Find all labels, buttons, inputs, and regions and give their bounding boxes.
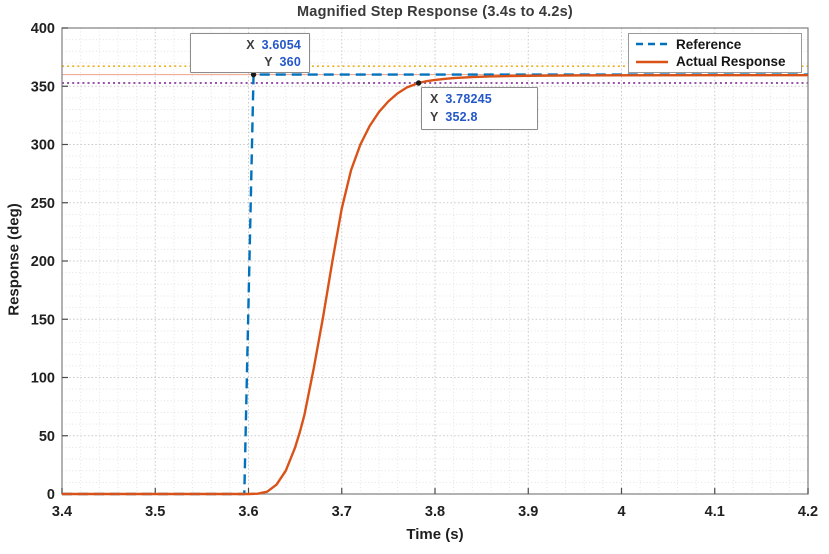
x-tick-label: 3.5 — [145, 504, 165, 520]
x-tick-label: 4.1 — [705, 504, 725, 520]
datatip-x-label: X — [430, 92, 439, 107]
datatip-x-label: X — [246, 38, 255, 52]
y-tick-label: 400 — [31, 21, 55, 37]
y-axis-label: Response (deg) — [5, 203, 23, 316]
datatip-x-value: 3.78245 — [445, 92, 492, 107]
y-tick-label: 200 — [31, 254, 55, 270]
reference-line-sample-icon — [636, 42, 668, 46]
y-tick-label: 50 — [39, 429, 55, 445]
x-tick-label: 3.4 — [52, 504, 72, 520]
actual-response-line-sample-icon — [636, 60, 668, 64]
datatip-marker[interactable] — [250, 71, 257, 78]
y-tick-label: 150 — [31, 312, 55, 328]
legend[interactable]: Reference Actual Response — [628, 33, 802, 73]
y-tick-label: 350 — [31, 79, 55, 95]
chart-title: Magnified Step Response (3.4s to 4.2s) — [297, 4, 573, 20]
datatip-y-label: Y — [264, 55, 273, 69]
reference-series[interactable] — [62, 73, 808, 496]
x-tick-label: 3.9 — [518, 504, 538, 520]
y-tick-label: 300 — [31, 138, 55, 154]
x-tick-label: 3.7 — [332, 504, 352, 520]
datatip-y-label: Y — [430, 109, 439, 124]
legend-item-actual-response[interactable]: Actual Response — [635, 53, 795, 70]
actual-response-series[interactable] — [62, 73, 808, 496]
y-tick-label: 250 — [31, 196, 55, 212]
legend-item-reference[interactable]: Reference — [635, 36, 795, 53]
datatip-y-value: 352.8 — [445, 109, 478, 124]
y-tick-label: 100 — [31, 371, 55, 387]
x-tick-label: 3.6 — [238, 504, 258, 520]
legend-label: Reference — [676, 36, 742, 52]
datatip-x-value: 3.6054 — [261, 38, 301, 52]
x-axis-label: Time (s) — [406, 526, 464, 543]
y-tick-label: 0 — [47, 487, 55, 503]
x-tick-label: 4 — [617, 504, 625, 520]
datatip-y-value: 360 — [279, 55, 301, 69]
x-tick-label: 3.8 — [425, 504, 445, 520]
legend-label: Actual Response — [676, 54, 786, 70]
datatip-marker[interactable] — [415, 80, 422, 86]
datatip-settling-point[interactable]: X 3.78245 Y 352.8 — [421, 87, 538, 130]
x-tick-label: 4.2 — [798, 504, 818, 520]
datatip-reference-step[interactable]: X 3.6054 Y 360 — [190, 33, 310, 73]
